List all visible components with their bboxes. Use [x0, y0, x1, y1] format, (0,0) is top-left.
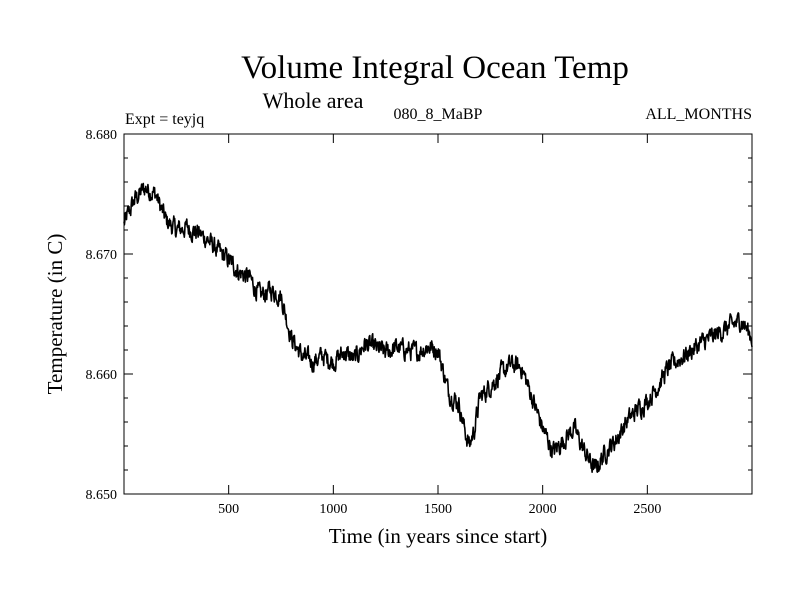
x-tick-label: 2000: [529, 502, 557, 517]
months-label: ALL_MONTHS: [645, 106, 752, 123]
x-axis-label: Time (in years since start): [329, 524, 548, 548]
y-tick-label: 8.680: [86, 128, 118, 143]
y-tick-label: 8.660: [86, 368, 118, 383]
x-tick-label: 500: [218, 502, 239, 517]
chart-subtitle: Whole area: [263, 88, 364, 113]
chart-title: Volume Integral Ocean Temp: [241, 50, 629, 86]
x-tick-label: 2500: [633, 502, 661, 517]
y-axis-ticks: 8.650 8.660 8.670 8.680: [86, 128, 752, 503]
y-axis-minor-ticks: [124, 157, 752, 471]
plot-frame: [123, 133, 753, 495]
temperature-series-line: [123, 182, 753, 474]
y-tick-label: 8.670: [86, 248, 118, 263]
y-axis-label: Temperature (in C): [43, 234, 67, 395]
x-tick-label: 1000: [319, 502, 347, 517]
run-label: 080_8_MaBP: [394, 106, 483, 123]
y-tick-label: 8.650: [86, 488, 118, 503]
experiment-label: Expt = teyjq: [125, 111, 204, 128]
x-tick-label: 1500: [424, 502, 452, 517]
x-axis-ticks: 500 1000 1500 2000 2500: [218, 134, 661, 517]
